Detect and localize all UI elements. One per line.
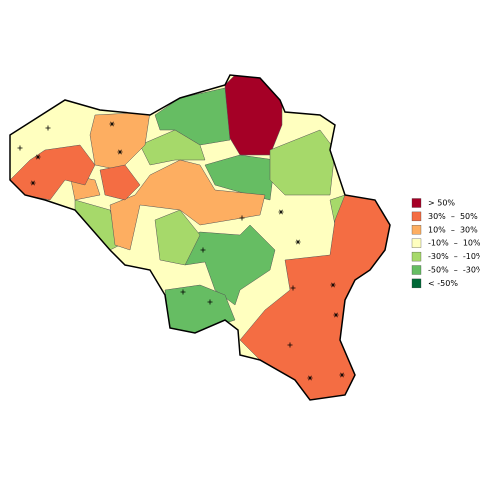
- legend-label: 30% – 50%: [428, 212, 478, 221]
- star-marker: [278, 209, 284, 215]
- legend-swatch: [411, 265, 422, 275]
- markers: [17, 121, 345, 381]
- plus-marker: [207, 299, 213, 305]
- region: [109, 159, 266, 251]
- star-marker: [339, 372, 345, 378]
- plus-marker: [17, 145, 23, 151]
- star-marker: [109, 121, 115, 127]
- plus-marker: [290, 285, 296, 291]
- region: [74, 199, 121, 251]
- legend-swatch: [411, 225, 422, 235]
- star-marker: [30, 180, 36, 186]
- legend-swatch: [411, 238, 422, 248]
- star-marker: [35, 154, 41, 160]
- region: [224, 75, 283, 156]
- plus-marker: [180, 289, 186, 295]
- plus-marker: [287, 342, 293, 348]
- legend-swatch: [411, 278, 422, 289]
- plus-marker: [239, 215, 245, 221]
- region: [99, 164, 141, 201]
- region: [154, 209, 201, 266]
- legend-swatch: [411, 198, 422, 208]
- star-marker: [295, 239, 301, 245]
- star-marker: [117, 149, 123, 155]
- legend-swatch: [411, 251, 422, 262]
- legend-swatch: [411, 211, 422, 222]
- star-marker: [330, 282, 336, 288]
- plus-marker: [200, 247, 206, 253]
- region: [269, 129, 336, 196]
- legend-label: < -50%: [428, 279, 458, 288]
- region: [139, 129, 206, 166]
- plus-marker: [45, 125, 51, 131]
- star-marker: [307, 375, 313, 381]
- region: [204, 154, 276, 201]
- legend-label: -30% – -10%: [428, 252, 480, 261]
- legend-label: > 50%: [428, 199, 455, 208]
- legend-label: -10% – 10%: [428, 239, 480, 248]
- region: [179, 224, 276, 306]
- legend-label: -50% – -30%: [428, 266, 480, 275]
- legend: > 50% 30% – 50% 10% – 30% -10% – 10% -30% – …: [411, 198, 480, 289]
- star-marker: [333, 312, 339, 318]
- legend-label: 10% – 30%: [428, 225, 478, 234]
